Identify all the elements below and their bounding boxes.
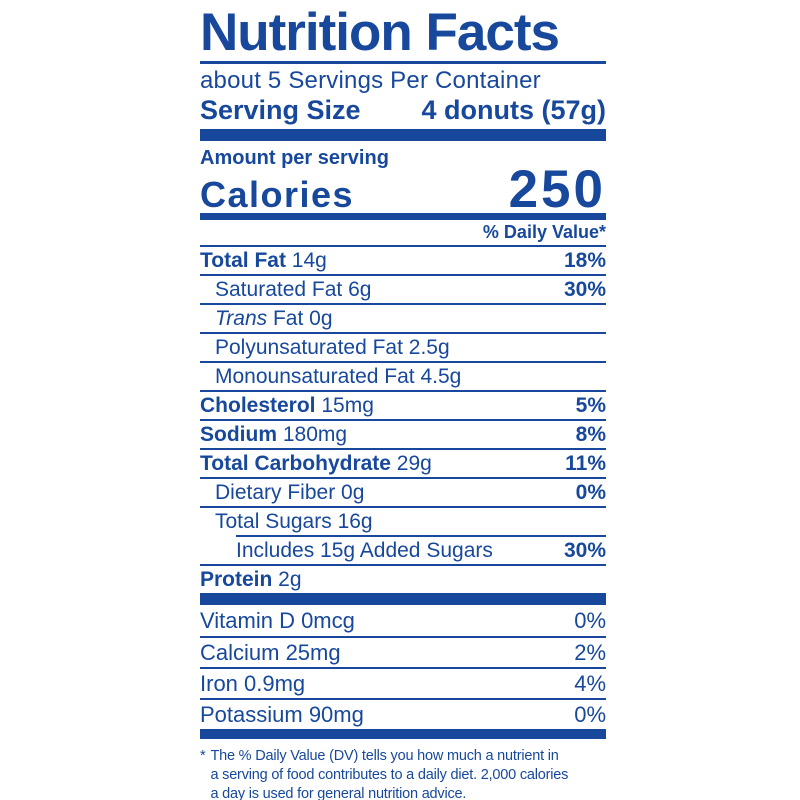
nutrient-row: Total Carbohydrate 29g 11% <box>200 448 606 477</box>
nutrient-row-label: Monounsaturated Fat 4.5g <box>215 365 462 388</box>
nutrient-row-label: Polyunsaturated Fat 2.5g <box>215 336 450 359</box>
vitamin-row-label: Potassium 90mg <box>200 702 364 727</box>
nutrient-row-label: Total Carbohydrate 29g <box>200 452 432 475</box>
calories-row: Calories 250 <box>200 160 606 219</box>
nutrient-row-percent: 18% <box>563 249 606 272</box>
vitamin-row-percent: 4% <box>574 671 606 696</box>
nutrient-row-percent: 30% <box>563 278 606 301</box>
footnote-asterisk: * <box>200 748 206 764</box>
title-rule <box>200 61 606 64</box>
amount-per-serving: Amount per serving <box>200 147 389 169</box>
nutrient-row-percent: 8% <box>575 423 606 446</box>
calories-label: Calories <box>200 174 355 215</box>
nutrient-row-label: Trans Fat 0g <box>215 307 333 330</box>
nutrient-row-percent: 11% <box>565 452 606 475</box>
nutrient-row: Total Fat 14g 18% <box>200 245 606 274</box>
label-title: Nutrition Facts <box>200 3 560 62</box>
vitamin-row: Iron 0.9mg 4% <box>200 667 606 698</box>
nutrition-facts-label: Nutrition Facts about 5 Servings Per Con… <box>200 6 606 800</box>
serving-size-label: Serving Size <box>200 95 361 125</box>
footnote-line: a day is used for general nutrition advi… <box>210 786 467 800</box>
nutrient-row: Total Sugars 16g <box>200 506 606 535</box>
vitamin-row-label: Iron 0.9mg <box>200 671 306 696</box>
serving-size-value: 4 donuts (57g) <box>421 95 606 125</box>
vitamin-row: Potassium 90mg 0% <box>200 698 606 729</box>
nutrient-row-percent: 30% <box>563 539 606 562</box>
nutrient-row-label: Saturated Fat 6g <box>215 278 372 301</box>
vitamin-row-percent: 0% <box>574 608 606 633</box>
vitamin-row-percent: 2% <box>574 640 606 665</box>
nutrient-row: Monounsaturated Fat 4.5g <box>200 361 606 390</box>
vitamin-row: Vitamin D 0mcg 0% <box>200 605 606 636</box>
calories-divider-bar <box>200 213 606 220</box>
vitamin-rows: Vitamin D 0mcg 0% Calcium 25mg 2% Iron 0.9mg… <box>200 605 606 729</box>
footnote-line: The % Daily Value (DV) tells you how muc… <box>210 748 559 764</box>
nutrient-row-label: Includes 15g Added Sugars <box>236 539 493 562</box>
vitamin-row-label: Vitamin D 0mcg <box>200 608 355 633</box>
nutrient-row-label: Total Fat 14g <box>200 249 327 272</box>
footnote-line: a serving of food contributes to a daily… <box>210 767 569 783</box>
footnote-text: The % Daily Value (DV) tells you how muc… <box>210 747 568 800</box>
nutrient-row: Includes 15g Added Sugars 30% <box>236 535 606 564</box>
daily-value-header: % Daily Value* <box>482 222 606 242</box>
thick-divider-bar-vitamins <box>200 593 606 605</box>
nutrient-row: Trans Fat 0g <box>200 303 606 332</box>
nutrient-row-label: Cholesterol 15mg <box>200 394 374 417</box>
nutrient-row: Saturated Fat 6g 30% <box>200 274 606 303</box>
nutrient-rows: Total Fat 14g 18% Saturated Fat 6g 30% Trans… <box>200 245 606 593</box>
calories-value: 250 <box>508 160 606 219</box>
vitamin-row-label: Calcium 25mg <box>200 640 341 665</box>
serving-size-row: Serving Size 4 donuts (57g) <box>200 95 606 126</box>
nutrient-row-label: Protein 2g <box>200 568 302 591</box>
footnote: * The % Daily Value (DV) tells you how m… <box>200 747 606 800</box>
thick-divider-bar-bottom <box>200 729 606 739</box>
vitamin-row: Calcium 25mg 2% <box>200 636 606 667</box>
nutrient-row: Dietary Fiber 0g 0% <box>200 477 606 506</box>
nutrient-row-percent: 0% <box>575 481 606 504</box>
vitamin-row-percent: 0% <box>574 702 606 727</box>
nutrient-row: Cholesterol 15mg 5% <box>200 390 606 419</box>
servings-per-container: about 5 Servings Per Container <box>200 67 541 94</box>
nutrient-row-label: Sodium 180mg <box>200 423 348 446</box>
nutrient-row: Polyunsaturated Fat 2.5g <box>200 332 606 361</box>
nutrient-row-label: Dietary Fiber 0g <box>215 481 365 504</box>
nutrient-row: Sodium 180mg 8% <box>200 419 606 448</box>
nutrient-row: Protein 2g <box>200 564 606 593</box>
nutrient-row-percent: 5% <box>575 394 606 417</box>
thick-divider-bar-top <box>200 129 606 141</box>
nutrient-row-label: Total Sugars 16g <box>215 510 373 533</box>
